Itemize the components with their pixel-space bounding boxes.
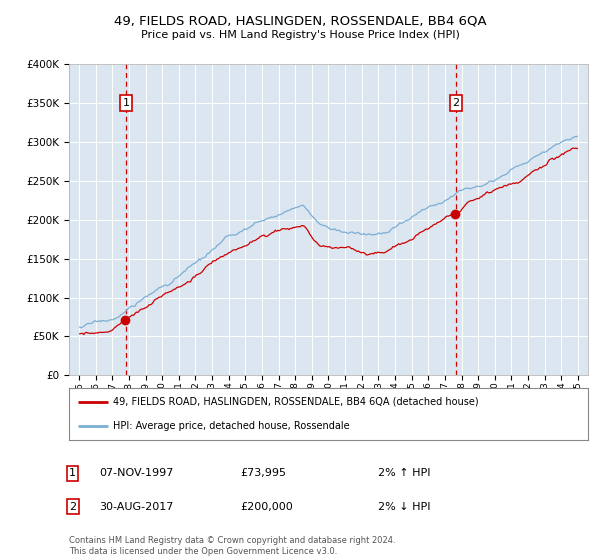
Text: £200,000: £200,000 <box>240 502 293 512</box>
Text: Contains HM Land Registry data © Crown copyright and database right 2024.
This d: Contains HM Land Registry data © Crown c… <box>69 536 395 556</box>
Text: 2% ↓ HPI: 2% ↓ HPI <box>378 502 431 512</box>
Text: 49, FIELDS ROAD, HASLINGDEN, ROSSENDALE, BB4 6QA: 49, FIELDS ROAD, HASLINGDEN, ROSSENDALE,… <box>113 14 487 27</box>
Text: HPI: Average price, detached house, Rossendale: HPI: Average price, detached house, Ross… <box>113 421 350 431</box>
Text: 49, FIELDS ROAD, HASLINGDEN, ROSSENDALE, BB4 6QA (detached house): 49, FIELDS ROAD, HASLINGDEN, ROSSENDALE,… <box>113 397 479 407</box>
Text: 07-NOV-1997: 07-NOV-1997 <box>99 468 173 478</box>
Text: 2: 2 <box>69 502 76 512</box>
Text: Price paid vs. HM Land Registry's House Price Index (HPI): Price paid vs. HM Land Registry's House … <box>140 30 460 40</box>
Text: 2: 2 <box>452 98 460 108</box>
Text: 1: 1 <box>69 468 76 478</box>
Text: 30-AUG-2017: 30-AUG-2017 <box>99 502 173 512</box>
Text: 1: 1 <box>122 98 130 108</box>
Text: £73,995: £73,995 <box>240 468 286 478</box>
Text: 2% ↑ HPI: 2% ↑ HPI <box>378 468 431 478</box>
